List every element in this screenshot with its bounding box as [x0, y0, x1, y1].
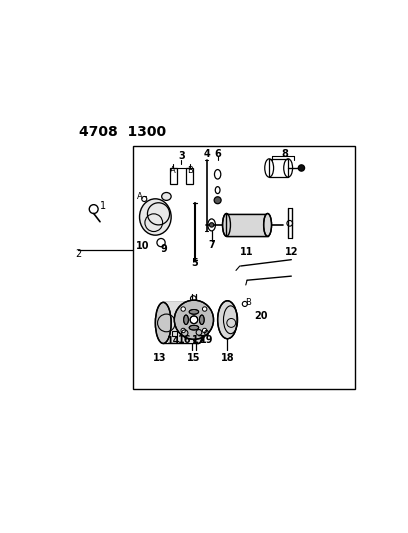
Text: A: A — [170, 166, 176, 175]
Text: 14: 14 — [167, 336, 180, 346]
Bar — [133, 146, 355, 389]
Text: 19: 19 — [200, 335, 213, 345]
Text: 12: 12 — [285, 247, 299, 257]
Text: 17: 17 — [192, 335, 206, 345]
Text: 10: 10 — [136, 241, 149, 252]
Circle shape — [202, 328, 207, 333]
Ellipse shape — [217, 301, 237, 339]
Bar — [269, 159, 288, 177]
Ellipse shape — [189, 310, 199, 314]
Text: 5: 5 — [191, 259, 198, 269]
Text: 18: 18 — [221, 353, 234, 364]
Ellipse shape — [189, 325, 199, 330]
Text: 7: 7 — [208, 240, 215, 251]
Bar — [172, 332, 177, 336]
Text: 9: 9 — [160, 244, 167, 254]
Circle shape — [209, 223, 214, 227]
Circle shape — [190, 316, 198, 324]
Ellipse shape — [200, 315, 204, 325]
Text: 13: 13 — [153, 353, 166, 364]
Text: 2: 2 — [75, 249, 81, 259]
Bar — [186, 168, 193, 184]
Text: 1: 1 — [100, 201, 106, 211]
Text: 4708  1300: 4708 1300 — [80, 125, 166, 139]
Circle shape — [298, 165, 305, 171]
Text: 6: 6 — [214, 149, 221, 159]
Ellipse shape — [222, 214, 231, 236]
Ellipse shape — [140, 199, 171, 235]
Ellipse shape — [184, 315, 188, 325]
Text: 3: 3 — [179, 151, 186, 161]
Text: 4: 4 — [203, 149, 210, 159]
Circle shape — [181, 307, 185, 311]
Text: A: A — [137, 192, 143, 201]
Ellipse shape — [155, 302, 171, 343]
Text: B: B — [245, 298, 251, 308]
Text: B: B — [187, 166, 193, 175]
Text: 15: 15 — [187, 353, 201, 364]
Circle shape — [174, 300, 213, 340]
Ellipse shape — [190, 302, 206, 343]
Text: 16: 16 — [178, 335, 191, 345]
Bar — [226, 214, 268, 236]
Circle shape — [214, 197, 221, 204]
Text: 11: 11 — [240, 247, 254, 257]
Circle shape — [202, 307, 207, 311]
Bar — [163, 302, 198, 343]
Text: 20: 20 — [255, 311, 268, 321]
Bar — [170, 168, 177, 184]
Ellipse shape — [264, 214, 272, 236]
Ellipse shape — [162, 192, 171, 200]
Circle shape — [181, 328, 185, 333]
Text: 8: 8 — [282, 149, 288, 159]
